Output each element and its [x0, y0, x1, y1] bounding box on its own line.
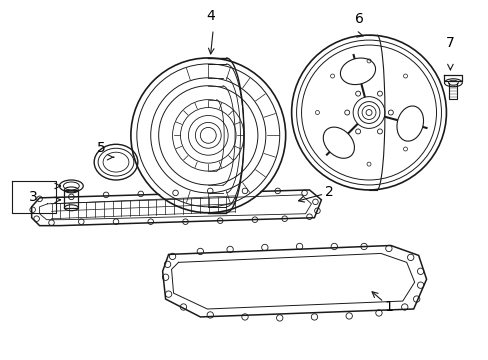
Ellipse shape	[104, 153, 128, 171]
Ellipse shape	[63, 182, 79, 190]
Polygon shape	[32, 190, 321, 226]
Ellipse shape	[323, 127, 354, 158]
Ellipse shape	[340, 58, 375, 85]
Ellipse shape	[132, 59, 284, 212]
Text: 4: 4	[205, 9, 214, 23]
Polygon shape	[163, 246, 426, 317]
Ellipse shape	[366, 109, 371, 116]
Text: 6: 6	[354, 12, 363, 26]
Text: 1: 1	[384, 300, 392, 314]
Text: 3: 3	[29, 190, 38, 204]
Text: 5: 5	[97, 141, 105, 155]
Text: 7: 7	[445, 36, 454, 50]
Ellipse shape	[302, 46, 435, 179]
Ellipse shape	[396, 106, 423, 141]
Text: 2: 2	[325, 185, 333, 199]
